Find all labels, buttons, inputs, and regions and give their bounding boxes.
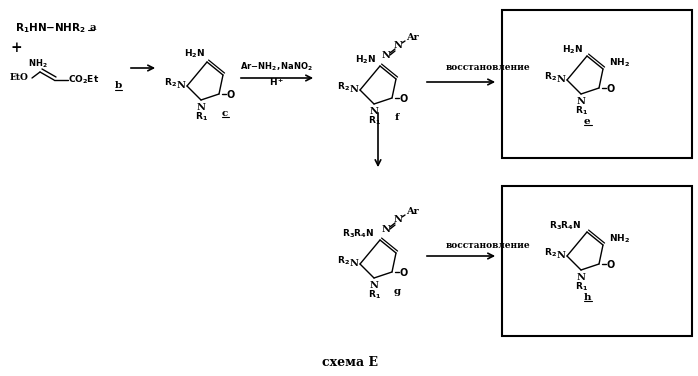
Text: +: + — [10, 41, 22, 55]
Text: восстановление: восстановление — [446, 62, 530, 71]
Text: $\mathbf{CO_2Et}$: $\mathbf{CO_2Et}$ — [68, 74, 99, 86]
Text: $\mathbf{O}$: $\mathbf{O}$ — [606, 82, 616, 94]
Text: $\mathbf{R_3R_4N}$: $\mathbf{R_3R_4N}$ — [342, 228, 374, 240]
Text: е: е — [584, 117, 591, 126]
Text: $\mathbf{R_1}$: $\mathbf{R_1}$ — [574, 281, 588, 293]
Text: восстановление: восстановление — [446, 241, 530, 250]
Text: N: N — [369, 106, 378, 115]
Text: g: g — [394, 288, 401, 297]
Text: $\mathbf{R_1}$: $\mathbf{R_1}$ — [195, 111, 207, 123]
Text: схема Е: схема Е — [322, 356, 378, 370]
Text: N: N — [350, 259, 359, 267]
Text: $\mathbf{Ar{-}NH_2, NaNO_2}$: $\mathbf{Ar{-}NH_2, NaNO_2}$ — [240, 61, 313, 73]
Text: $\mathbf{O}$: $\mathbf{O}$ — [226, 88, 236, 100]
Text: N: N — [382, 226, 390, 235]
Text: N: N — [382, 52, 390, 61]
Text: N: N — [197, 103, 205, 112]
Text: N: N — [556, 74, 565, 83]
Bar — [502, 186, 692, 336]
Text: $\mathbf{R_1}$: $\mathbf{R_1}$ — [368, 115, 380, 127]
Text: $\mathbf{R_1}$: $\mathbf{R_1}$ — [574, 105, 588, 117]
Text: а: а — [90, 23, 96, 32]
Text: N: N — [394, 41, 403, 50]
Text: $\mathbf{R_1}$: $\mathbf{R_1}$ — [368, 289, 380, 301]
Text: $\mathbf{H^+}$: $\mathbf{H^+}$ — [269, 76, 285, 88]
Bar — [502, 10, 692, 158]
Text: $\mathbf{O}$: $\mathbf{O}$ — [606, 258, 616, 270]
Text: Ar: Ar — [406, 33, 418, 42]
Text: $\mathbf{NH_2}$: $\mathbf{NH_2}$ — [609, 233, 630, 245]
Text: $\mathbf{H_2N}$: $\mathbf{H_2N}$ — [355, 54, 376, 66]
Text: h: h — [584, 294, 591, 303]
Text: f: f — [395, 114, 399, 123]
Text: N: N — [556, 250, 565, 259]
Text: $\mathbf{R_2}$: $\mathbf{R_2}$ — [163, 77, 177, 89]
Text: Ar: Ar — [406, 208, 418, 217]
Text: $\mathbf{R_3R_4N}$: $\mathbf{R_3R_4N}$ — [549, 220, 581, 232]
Text: N: N — [577, 97, 586, 106]
Text: N: N — [350, 85, 359, 94]
Text: $\mathbf{R_2}$: $\mathbf{R_2}$ — [544, 71, 556, 83]
Text: c: c — [222, 109, 228, 118]
Text: $\mathbf{NH_2}$: $\mathbf{NH_2}$ — [28, 58, 48, 70]
Text: $\mathbf{R_2}$: $\mathbf{R_2}$ — [336, 81, 350, 93]
Text: EtO: EtO — [10, 73, 29, 82]
Text: $\mathbf{H_2N}$: $\mathbf{H_2N}$ — [184, 48, 205, 60]
Text: $\mathbf{R_2}$: $\mathbf{R_2}$ — [336, 255, 350, 267]
Text: b: b — [114, 82, 121, 91]
Text: $\mathbf{O}$: $\mathbf{O}$ — [399, 266, 409, 278]
Text: $\mathbf{O}$: $\mathbf{O}$ — [399, 92, 409, 104]
Text: N: N — [369, 280, 378, 290]
Text: $\mathbf{R_2}$: $\mathbf{R_2}$ — [544, 247, 556, 259]
Text: $\mathbf{H_2N}$: $\mathbf{H_2N}$ — [563, 44, 584, 56]
Text: N: N — [577, 273, 586, 282]
Text: $\mathbf{R_1HN{-}NHR_2}$: $\mathbf{R_1HN{-}NHR_2}$ — [15, 21, 86, 35]
Text: N: N — [394, 215, 403, 224]
Text: $\mathbf{NH_2}$: $\mathbf{NH_2}$ — [609, 57, 630, 69]
Text: N: N — [177, 80, 186, 89]
